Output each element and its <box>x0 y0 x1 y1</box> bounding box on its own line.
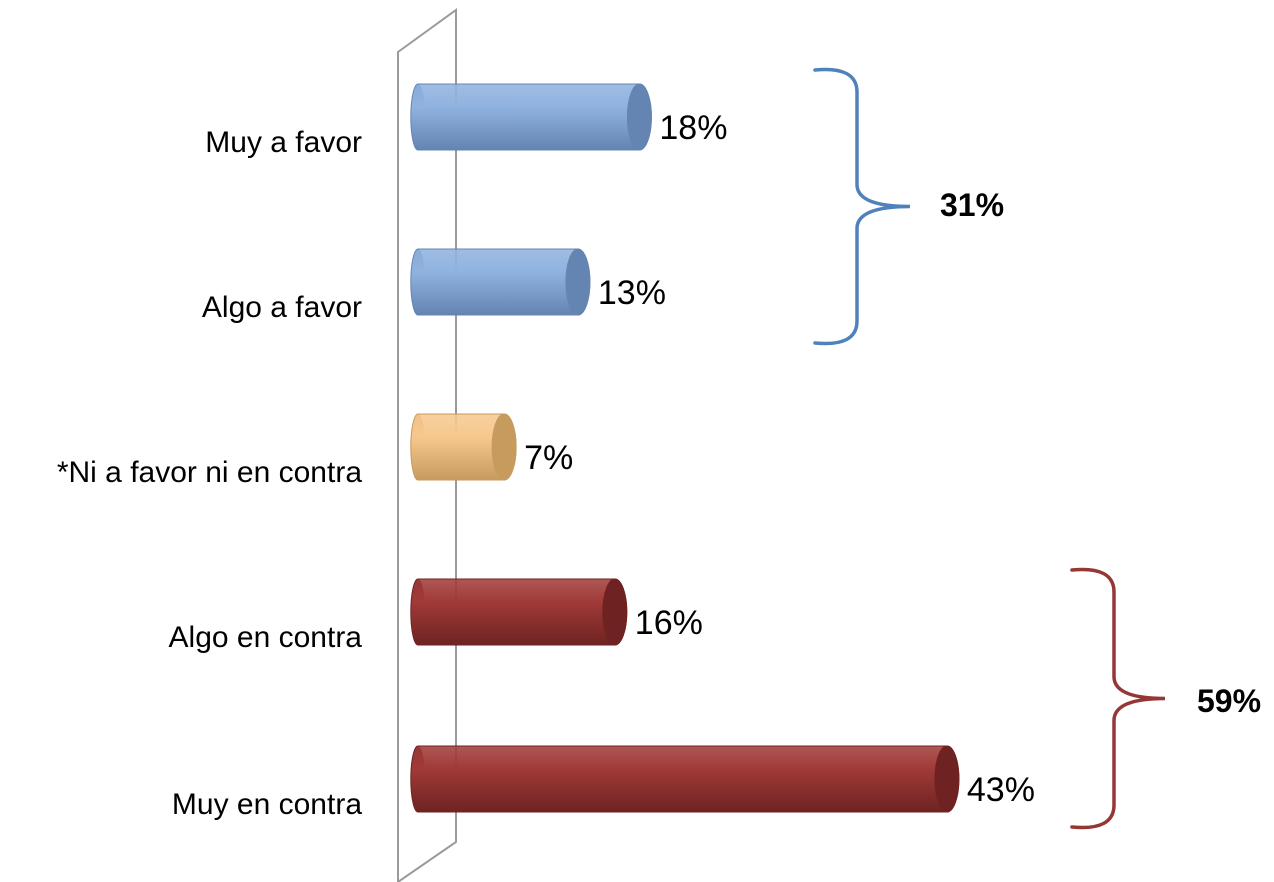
category-label: Algo a favor <box>202 291 362 324</box>
brace-path <box>1070 567 1166 830</box>
value-label: 18% <box>659 109 727 147</box>
category-label: *Ni a favor ni en contra <box>57 456 362 489</box>
bar-end-cap <box>602 578 628 646</box>
value-label: 16% <box>635 604 703 642</box>
bar-end-cap <box>491 413 517 481</box>
category-label: Algo en contra <box>169 621 363 654</box>
bar-2 <box>410 248 591 316</box>
group-total-label: 31% <box>940 187 1004 223</box>
category-label: Muy a favor <box>205 126 362 159</box>
bar-1 <box>410 83 652 151</box>
value-label: 43% <box>967 771 1035 809</box>
value-label: 7% <box>524 439 573 477</box>
bar-body <box>410 248 591 316</box>
bar-body <box>410 745 960 813</box>
bar-end-cap <box>626 83 652 151</box>
bar-4 <box>410 578 628 646</box>
brace-path <box>813 67 911 346</box>
bar-3 <box>410 413 517 481</box>
group-brace-2: 59% <box>1070 567 1261 830</box>
bar-end-cap <box>565 248 591 316</box>
bar-end-cap <box>934 745 960 813</box>
group-brace-1: 31% <box>813 67 1004 346</box>
value-label: 13% <box>598 274 666 312</box>
group-total-label: 59% <box>1197 683 1261 719</box>
category-label: Muy en contra <box>172 788 362 821</box>
bar-body <box>410 578 628 646</box>
bar-5 <box>410 745 960 813</box>
bar-body <box>410 83 652 151</box>
